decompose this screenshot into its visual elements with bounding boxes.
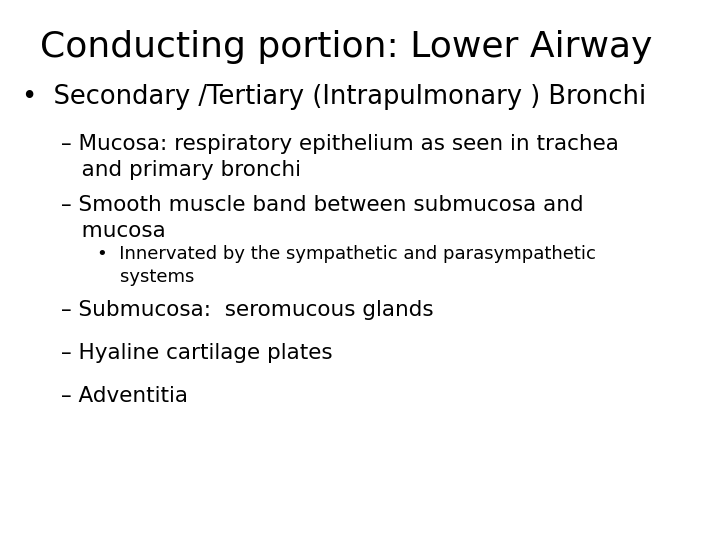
Text: – Hyaline cartilage plates: – Hyaline cartilage plates [61, 343, 333, 363]
Text: •  Innervated by the sympathetic and parasympathetic
    systems: • Innervated by the sympathetic and para… [97, 245, 596, 286]
Text: •  Secondary /Tertiary (Intrapulmonary ) Bronchi: • Secondary /Tertiary (Intrapulmonary ) … [22, 84, 646, 110]
Text: Conducting portion: Lower Airway: Conducting portion: Lower Airway [40, 30, 652, 64]
Text: – Adventitia: – Adventitia [61, 386, 188, 406]
Text: – Smooth muscle band between submucosa and
   mucosa: – Smooth muscle band between submucosa a… [61, 195, 584, 241]
Text: – Submucosa:  seromucous glands: – Submucosa: seromucous glands [61, 300, 434, 320]
Text: – Mucosa: respiratory epithelium as seen in trachea
   and primary bronchi: – Mucosa: respiratory epithelium as seen… [61, 134, 619, 179]
